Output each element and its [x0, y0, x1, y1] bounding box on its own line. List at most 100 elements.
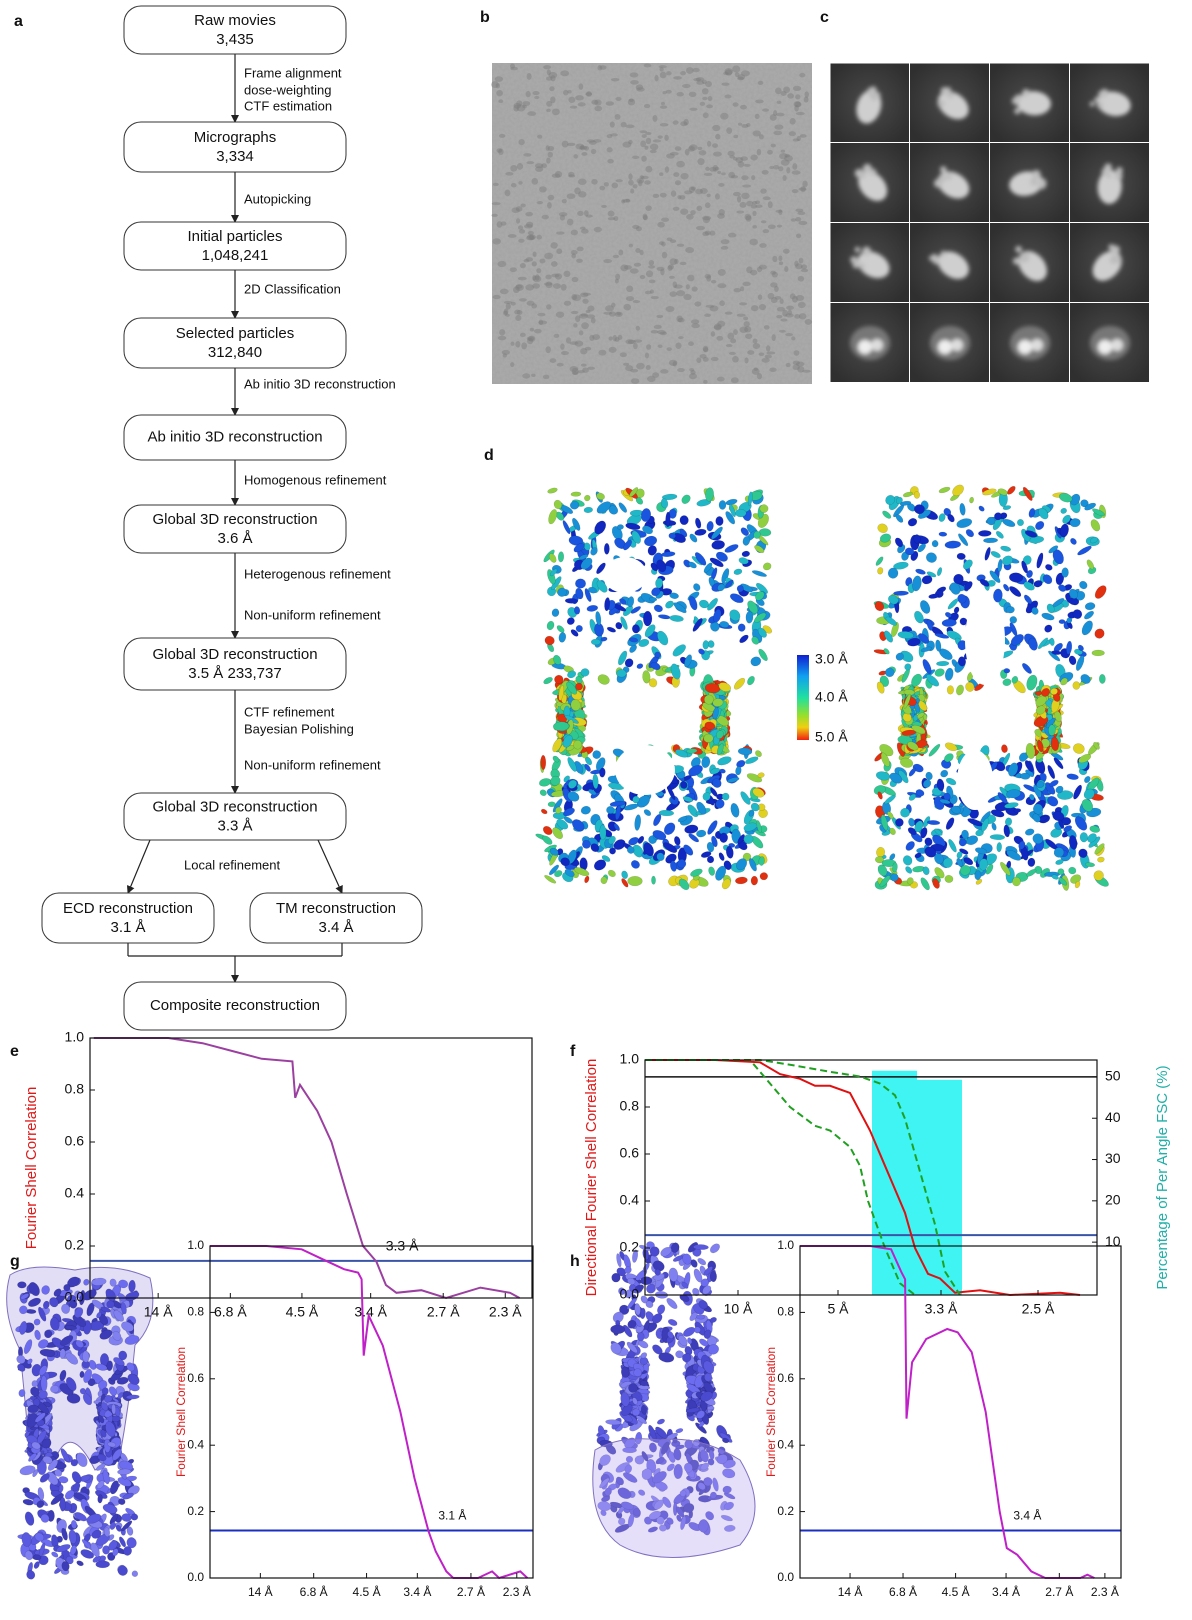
particle	[601, 205, 607, 208]
particle	[581, 152, 587, 156]
x-tick-label: 2.7 Å	[1045, 1584, 1073, 1599]
particle	[739, 202, 746, 208]
panel-label: b	[480, 9, 490, 26]
blob	[1111, 339, 1123, 351]
particle	[641, 176, 649, 179]
particle	[650, 150, 657, 153]
particle	[781, 150, 785, 153]
particle	[510, 67, 518, 71]
particle	[532, 91, 539, 95]
density-blob	[612, 1273, 621, 1282]
x-tick-label: 10 Å	[724, 1301, 753, 1317]
particle	[607, 147, 613, 152]
particle	[662, 91, 666, 94]
particle	[753, 343, 761, 349]
particle	[700, 188, 708, 194]
particle	[552, 108, 560, 115]
particle	[697, 158, 704, 165]
particle	[706, 104, 713, 108]
particle	[798, 276, 804, 282]
particle	[528, 336, 535, 342]
particle	[547, 202, 552, 208]
density-blob	[996, 842, 1002, 852]
particle	[685, 247, 694, 253]
particle	[707, 141, 711, 147]
node-title: Global 3D reconstruction	[152, 511, 317, 528]
density-blob	[60, 1497, 66, 1511]
particle	[715, 134, 720, 140]
density-blob	[983, 538, 997, 543]
particle	[759, 304, 766, 310]
particle	[615, 114, 621, 120]
node-title: Selected particles	[176, 325, 294, 342]
density-blob	[936, 661, 949, 666]
particle	[761, 358, 769, 363]
particle	[528, 231, 534, 235]
particle	[634, 339, 643, 342]
particle	[510, 267, 517, 272]
particle	[550, 242, 557, 248]
particle	[660, 72, 667, 79]
particle	[519, 229, 525, 233]
particle	[610, 121, 615, 127]
particle	[495, 76, 503, 82]
particle	[549, 86, 554, 91]
map-cavity	[965, 595, 1005, 685]
particle	[630, 80, 639, 85]
particle	[628, 173, 632, 179]
density-blob	[617, 524, 624, 529]
particle	[667, 347, 672, 351]
particle	[771, 144, 776, 148]
particle	[755, 205, 762, 208]
particle	[598, 350, 606, 356]
particle	[675, 342, 681, 349]
panel-label: e	[10, 1043, 19, 1060]
colorbar-label: 5.0 Å	[815, 729, 848, 745]
particle	[754, 367, 758, 371]
particle	[577, 211, 584, 216]
particle	[691, 187, 696, 191]
particle	[498, 261, 507, 267]
y-tick-label: 0.0	[187, 1570, 204, 1584]
density-blob	[640, 1380, 649, 1386]
particle	[527, 73, 532, 80]
particle	[652, 115, 657, 122]
particle	[539, 259, 545, 264]
particle	[718, 269, 726, 276]
panel-label: g	[10, 1253, 20, 1270]
particle	[640, 275, 645, 279]
particle	[786, 363, 791, 367]
particle	[707, 194, 711, 198]
particle	[704, 313, 711, 317]
particle	[688, 341, 694, 346]
particle	[693, 78, 701, 82]
particle	[805, 319, 813, 325]
particle	[699, 150, 707, 155]
particle	[752, 225, 757, 228]
y-tick-label: 0.0	[777, 1570, 794, 1584]
particle	[780, 319, 787, 322]
particle	[497, 221, 503, 227]
particle	[671, 190, 676, 196]
density-blob	[665, 512, 670, 527]
particle	[717, 171, 721, 174]
density-blob	[957, 553, 966, 560]
particle	[546, 304, 551, 309]
particle	[638, 180, 642, 187]
particle	[674, 259, 678, 265]
particle	[759, 265, 767, 270]
panel-label: d	[484, 447, 494, 464]
particle	[580, 292, 588, 297]
particle	[711, 331, 716, 337]
particle	[798, 187, 806, 190]
particle	[659, 67, 663, 71]
particle	[518, 225, 523, 229]
step-label: Frame alignment	[244, 65, 342, 80]
particle	[513, 103, 520, 109]
particle	[673, 207, 680, 211]
particle	[689, 144, 698, 150]
particle	[721, 83, 729, 86]
particle	[499, 134, 505, 138]
particle	[747, 350, 754, 355]
particle	[648, 265, 655, 268]
